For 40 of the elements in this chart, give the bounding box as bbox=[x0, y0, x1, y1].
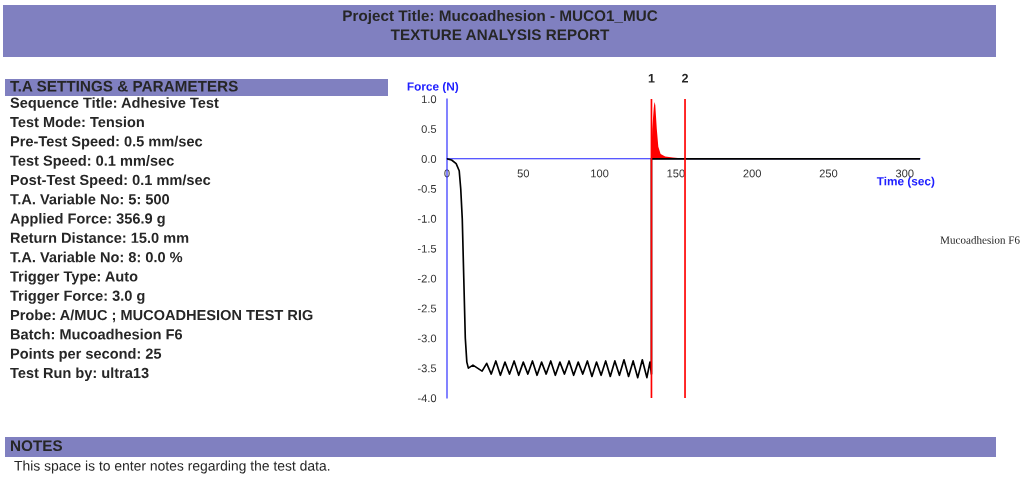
text: Pre-Test Speed: 0.5 mm/sec bbox=[10, 135, 203, 150]
text: T.A. Variable No: 5: 500 bbox=[10, 193, 170, 205]
y-tick-label: -2.0 bbox=[417, 274, 437, 283]
text: Probe: A/MUC ; MUCOADHESION TEST RIG bbox=[10, 309, 313, 323]
x-tick-label: 250 bbox=[819, 169, 838, 178]
text: Trigger Type: Auto bbox=[10, 270, 138, 285]
text: Return Distance: 15.0 mm bbox=[10, 232, 189, 244]
annotation: 2 bbox=[681, 73, 688, 83]
y-tick-label: -2.5 bbox=[417, 304, 437, 313]
x-tick-label: 50 bbox=[517, 169, 530, 178]
y-axis-title: Force (N) bbox=[407, 82, 459, 94]
text: Sequence Title: Adhesive Test bbox=[10, 97, 219, 111]
annotation: 1 bbox=[648, 73, 655, 83]
text: T.A SETTINGS & PARAMETERS bbox=[10, 80, 238, 92]
text: Mucoadhesion F6 bbox=[940, 235, 1020, 244]
text: Test Run by: ultra13 bbox=[10, 367, 149, 381]
text: Trigger Force: 3.0 g bbox=[10, 290, 145, 304]
text: Post-Test Speed: 0.1 mm/sec bbox=[10, 174, 211, 188]
x-tick-label: 300 bbox=[895, 169, 914, 178]
y-tick-label: 0.0 bbox=[421, 155, 437, 163]
text: Test Mode: Tension bbox=[10, 116, 144, 128]
text: Batch: Mucoadhesion F6 bbox=[10, 328, 183, 340]
x-tick-label: 200 bbox=[743, 169, 761, 178]
y-tick-label: 0.5 bbox=[421, 125, 437, 134]
chart-subtitle: TEXTURE ANALYSIS REPORT bbox=[390, 29, 610, 41]
text: T.A. Variable No: 8: 0.0 % bbox=[10, 251, 183, 263]
y-tick-label: -0.5 bbox=[417, 184, 437, 193]
text: Points per second: 25 bbox=[10, 348, 162, 362]
y-tick-label: -4.0 bbox=[417, 394, 437, 403]
text: NOTES bbox=[11, 440, 63, 452]
y-tick-label: -1.5 bbox=[417, 244, 437, 253]
y-tick-label: -1.0 bbox=[417, 214, 437, 223]
chart-title: Project Title: Mucoadhesion - MUCO1_MUC bbox=[343, 9, 658, 25]
text: Applied Force: 356.9 g bbox=[10, 212, 165, 227]
text: This space is to enter notes regarding the test data. bbox=[14, 460, 330, 474]
text: Test Speed: 0.1 mm/sec bbox=[10, 155, 174, 169]
y-tick-label: 1.0 bbox=[421, 95, 437, 104]
y-tick-label: -3.5 bbox=[417, 364, 437, 373]
y-tick-label: -3.0 bbox=[417, 334, 437, 343]
x-tick-label: 100 bbox=[591, 169, 609, 178]
